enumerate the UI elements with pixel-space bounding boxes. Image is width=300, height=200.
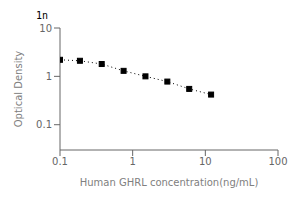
html-text:1n: 1n bbox=[36, 10, 48, 21]
svg-text:Human GHRL concentration(ng/mL: Human GHRL concentration(ng/mL) bbox=[80, 177, 259, 188]
svg-text:0.1: 0.1 bbox=[52, 156, 68, 167]
svg-text:10: 10 bbox=[39, 23, 52, 34]
svg-text:Optical Density: Optical Density bbox=[13, 51, 24, 128]
svg-text:1: 1 bbox=[129, 156, 135, 167]
svg-text:1: 1 bbox=[46, 71, 52, 82]
svg-text:10: 10 bbox=[199, 156, 212, 167]
svg-text:100: 100 bbox=[268, 156, 287, 167]
svg-text:0.1: 0.1 bbox=[36, 119, 52, 130]
